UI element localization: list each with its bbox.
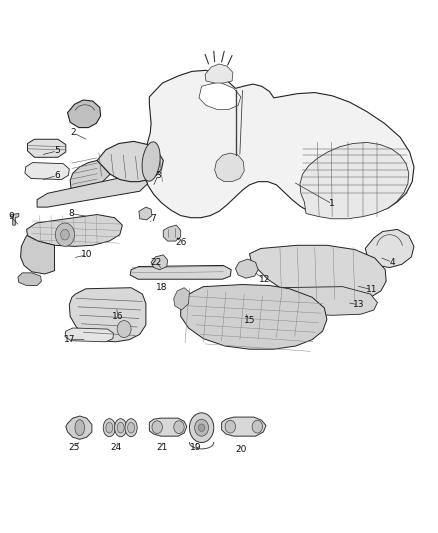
- Text: 12: 12: [258, 274, 270, 284]
- Polygon shape: [21, 236, 54, 274]
- Polygon shape: [199, 82, 241, 110]
- Polygon shape: [215, 153, 244, 182]
- Polygon shape: [149, 418, 187, 436]
- Circle shape: [117, 320, 131, 337]
- Polygon shape: [205, 64, 233, 83]
- Circle shape: [198, 424, 205, 431]
- Text: 16: 16: [112, 312, 124, 321]
- Polygon shape: [70, 160, 110, 195]
- Text: 15: 15: [244, 316, 255, 325]
- Ellipse shape: [103, 419, 116, 437]
- Ellipse shape: [125, 419, 137, 437]
- Polygon shape: [365, 229, 414, 268]
- Polygon shape: [28, 139, 66, 157]
- Text: 22: 22: [151, 258, 162, 266]
- Text: 9: 9: [8, 212, 14, 221]
- Text: 10: 10: [81, 251, 92, 260]
- Text: 21: 21: [156, 443, 167, 453]
- Text: 4: 4: [389, 258, 395, 266]
- Text: 24: 24: [111, 443, 122, 453]
- Polygon shape: [151, 255, 168, 270]
- Ellipse shape: [106, 422, 113, 433]
- Polygon shape: [18, 273, 42, 286]
- Ellipse shape: [127, 422, 134, 433]
- Polygon shape: [222, 417, 266, 436]
- Text: 2: 2: [71, 128, 76, 138]
- Text: 11: 11: [367, 285, 378, 294]
- Text: 1: 1: [329, 199, 335, 208]
- Polygon shape: [10, 214, 19, 225]
- Text: 3: 3: [155, 171, 161, 180]
- Text: 8: 8: [68, 209, 74, 218]
- Text: 6: 6: [54, 171, 60, 180]
- Text: 13: 13: [353, 300, 364, 309]
- Polygon shape: [236, 259, 258, 278]
- Ellipse shape: [117, 422, 124, 433]
- Circle shape: [194, 419, 208, 436]
- Polygon shape: [259, 287, 378, 316]
- Polygon shape: [37, 175, 148, 207]
- Polygon shape: [181, 285, 327, 349]
- Circle shape: [152, 421, 162, 433]
- Polygon shape: [174, 288, 189, 310]
- Text: 7: 7: [150, 214, 156, 223]
- Circle shape: [189, 413, 214, 442]
- Polygon shape: [27, 215, 122, 246]
- Text: 20: 20: [235, 446, 247, 455]
- Circle shape: [60, 229, 69, 240]
- Polygon shape: [67, 100, 101, 127]
- Ellipse shape: [115, 419, 127, 437]
- Text: 26: 26: [175, 238, 187, 247]
- Polygon shape: [66, 416, 92, 439]
- Polygon shape: [130, 265, 231, 279]
- Circle shape: [55, 223, 74, 246]
- Circle shape: [252, 420, 262, 433]
- Ellipse shape: [75, 419, 85, 435]
- Ellipse shape: [142, 142, 160, 181]
- Polygon shape: [25, 163, 69, 180]
- Polygon shape: [97, 141, 163, 182]
- Polygon shape: [143, 70, 414, 217]
- Polygon shape: [69, 288, 146, 342]
- Polygon shape: [139, 207, 152, 220]
- Circle shape: [174, 421, 184, 433]
- Polygon shape: [65, 328, 114, 342]
- Text: 19: 19: [190, 443, 201, 453]
- Text: 18: 18: [156, 283, 167, 292]
- Polygon shape: [250, 245, 386, 302]
- Polygon shape: [163, 225, 181, 241]
- Polygon shape: [300, 142, 409, 219]
- Circle shape: [225, 420, 236, 433]
- Text: 25: 25: [69, 443, 80, 453]
- Text: 17: 17: [64, 335, 75, 344]
- Text: 5: 5: [54, 147, 60, 156]
